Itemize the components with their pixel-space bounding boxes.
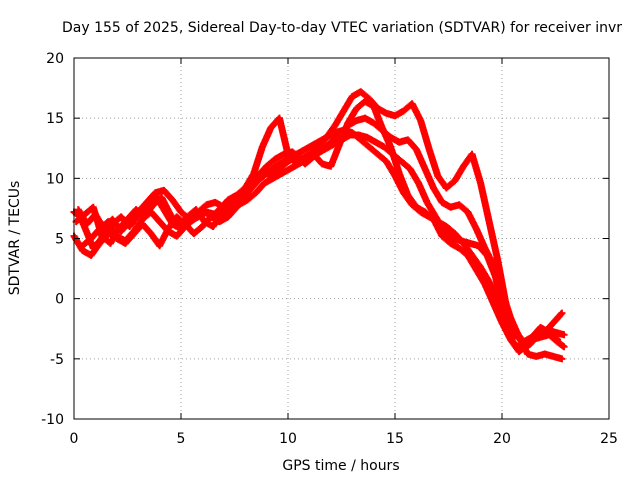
data-point-run bbox=[276, 116, 292, 157]
data-point-run bbox=[382, 144, 396, 157]
x-tick-label: 20 bbox=[493, 431, 511, 447]
data-series bbox=[70, 88, 568, 363]
data-point-run bbox=[444, 178, 458, 191]
data-point-run bbox=[345, 106, 360, 126]
data-point-run bbox=[390, 151, 404, 164]
data-point-run bbox=[358, 137, 372, 150]
axis-ticks: 0 5 10 15 20 25 -10 -5 0 5 10 15 20 bbox=[41, 51, 618, 447]
data-point-run bbox=[409, 101, 424, 123]
data-point-run bbox=[486, 279, 501, 304]
data-point-run bbox=[422, 209, 436, 222]
data-point-run bbox=[370, 104, 386, 130]
data-point-run bbox=[492, 275, 508, 318]
y-tick-label: -10 bbox=[41, 412, 64, 428]
y-tick-label: 10 bbox=[46, 171, 64, 187]
data-point-run bbox=[107, 226, 122, 246]
data-point-run bbox=[375, 151, 389, 164]
data-point-run bbox=[430, 185, 445, 205]
series-track-5 bbox=[72, 131, 568, 353]
data-point-run bbox=[399, 159, 413, 172]
data-point-run bbox=[358, 89, 372, 102]
data-point bbox=[558, 355, 566, 363]
data-point-run bbox=[473, 226, 488, 251]
data-point-run bbox=[444, 223, 458, 237]
data-point-run bbox=[424, 200, 439, 220]
data-point-run bbox=[158, 195, 174, 217]
data-point-run bbox=[396, 171, 411, 198]
data-point-run bbox=[73, 211, 87, 225]
data-point-run bbox=[432, 214, 447, 234]
y-tick-label: 5 bbox=[55, 232, 64, 248]
x-tick-label: 5 bbox=[177, 431, 186, 447]
y-tick-label: -5 bbox=[50, 352, 64, 368]
data-point-run bbox=[430, 217, 445, 239]
data-point-run bbox=[422, 166, 437, 191]
y-tick-label: 15 bbox=[46, 111, 64, 127]
data-point-run bbox=[367, 144, 381, 157]
data-point-run bbox=[503, 303, 518, 332]
data-point-run bbox=[486, 219, 501, 263]
data-point-run bbox=[477, 181, 493, 224]
data-point-run bbox=[464, 209, 480, 231]
data-point bbox=[560, 343, 568, 351]
data-point bbox=[558, 309, 566, 317]
data-point-run bbox=[156, 226, 171, 248]
data-point-run bbox=[484, 253, 499, 280]
y-tick-label: 0 bbox=[55, 292, 64, 308]
y-axis-title: SDTVAR / TECUs bbox=[7, 181, 23, 296]
data-point-run bbox=[242, 171, 257, 191]
data-point-run bbox=[264, 156, 278, 169]
x-axis-title: GPS time / hours bbox=[282, 458, 399, 474]
data-point-run bbox=[383, 159, 398, 179]
data-point-run bbox=[413, 147, 428, 171]
data-point bbox=[554, 336, 562, 344]
data-point-run bbox=[452, 164, 467, 183]
x-tick-label: 25 bbox=[600, 431, 618, 447]
data-point bbox=[560, 331, 568, 339]
x-tick-label: 0 bbox=[70, 431, 79, 447]
chart-title: Day 155 of 2025, Sidereal Day-to-day VTE… bbox=[62, 20, 622, 36]
data-point-run bbox=[234, 185, 248, 198]
data-point-run bbox=[473, 267, 488, 287]
data-point-run bbox=[456, 245, 471, 258]
data-point-run bbox=[80, 236, 94, 249]
data-point-run bbox=[439, 233, 453, 246]
data-point-run bbox=[208, 207, 222, 220]
data-point-run bbox=[477, 265, 492, 285]
data-point-run bbox=[327, 142, 343, 169]
data-point-run bbox=[259, 125, 274, 150]
y-tick-label: 20 bbox=[46, 51, 64, 67]
data-point-run bbox=[407, 166, 422, 186]
data-point-run bbox=[494, 258, 510, 308]
data-point-run bbox=[415, 181, 430, 205]
data-point-run bbox=[481, 282, 497, 306]
data-point-run bbox=[379, 125, 394, 150]
data-point-run bbox=[490, 301, 505, 325]
data-point-run bbox=[191, 223, 205, 237]
data-point-run bbox=[456, 202, 471, 215]
data-point-run bbox=[441, 228, 456, 241]
x-tick-label: 15 bbox=[386, 431, 404, 447]
data-point-run bbox=[245, 190, 259, 203]
data-point-run bbox=[332, 108, 347, 128]
x-tick-label: 10 bbox=[279, 431, 297, 447]
data-point-run bbox=[340, 94, 355, 114]
data-point-run bbox=[277, 159, 291, 172]
data-point-run bbox=[465, 253, 480, 272]
